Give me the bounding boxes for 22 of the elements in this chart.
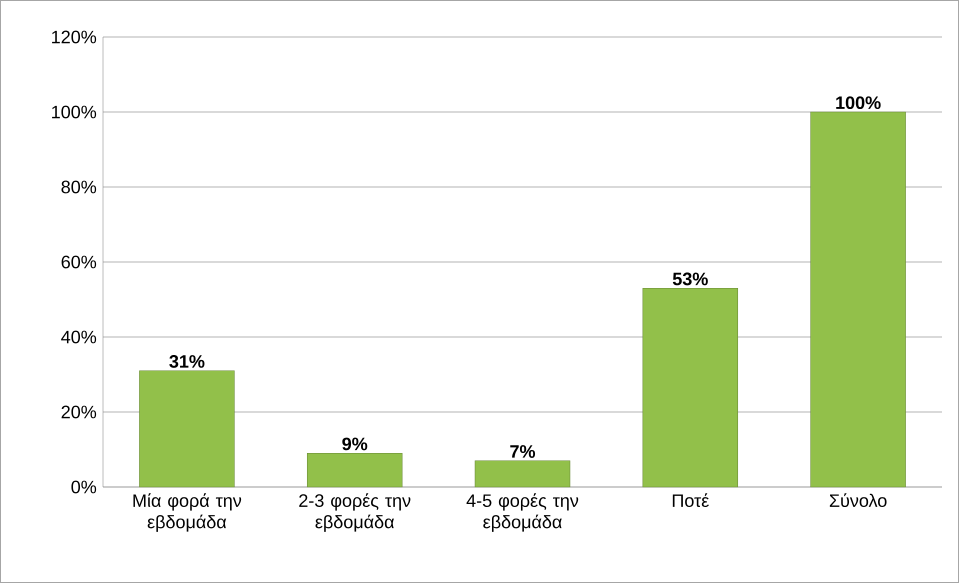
data-label: 9% xyxy=(342,438,368,450)
bar xyxy=(306,452,402,488)
y-tick-label: 80% xyxy=(61,180,96,194)
y-tick-label: 40% xyxy=(61,330,96,344)
data-label: 31% xyxy=(169,355,204,368)
y-tick-label: 20% xyxy=(62,406,96,418)
data-label: 7% xyxy=(510,445,536,458)
x-tick-label: Σύνολο xyxy=(830,493,887,507)
bar xyxy=(139,370,235,488)
y-tick-label: 60% xyxy=(62,256,96,268)
x-tick-label: Ποτέ xyxy=(672,493,709,507)
y-tick-label: 0% xyxy=(71,480,96,494)
y-tick-label: 100% xyxy=(52,106,96,118)
y-tick-label: 120% xyxy=(52,30,96,44)
x-tick-label: Μία φορά την εβδομάδα xyxy=(133,493,242,532)
bar xyxy=(810,112,906,488)
bar xyxy=(474,460,570,488)
bar xyxy=(642,288,738,488)
x-tick-label: 2-3 φορές την εβδομάδα xyxy=(299,493,410,532)
x-tick-label: 4-5 φορές την εβδομάδα xyxy=(466,493,578,532)
data-label: 53% xyxy=(672,272,708,286)
data-label: 100% xyxy=(836,96,881,110)
